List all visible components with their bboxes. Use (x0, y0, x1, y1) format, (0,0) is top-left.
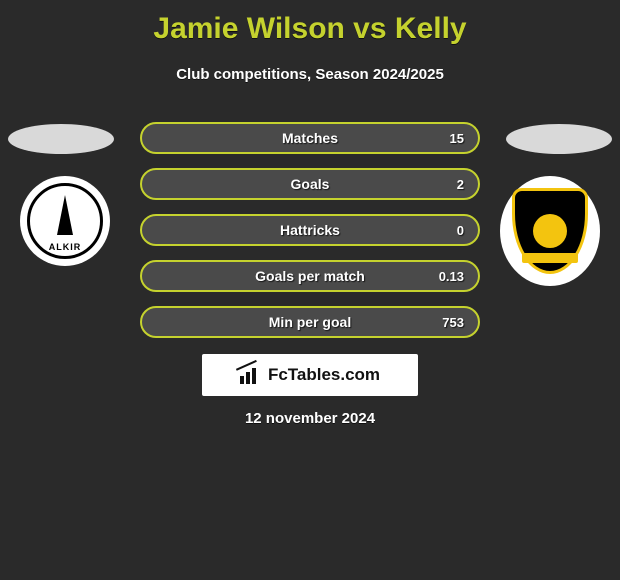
stat-value: 15 (450, 131, 464, 146)
stat-row-hattricks: Hattricks 0 (140, 214, 480, 246)
brand-attribution[interactable]: FcTables.com (202, 354, 418, 396)
stats-container: Matches 15 Goals 2 Hattricks 0 Goals per… (140, 122, 480, 352)
page-title: Jamie Wilson vs Kelly (0, 0, 620, 46)
stat-row-goals-per-match: Goals per match 0.13 (140, 260, 480, 292)
player-photo-left (8, 124, 114, 154)
stat-value: 753 (442, 315, 464, 330)
stat-label: Min per goal (269, 314, 351, 330)
stat-row-min-per-goal: Min per goal 753 (140, 306, 480, 338)
stat-value: 2 (457, 177, 464, 192)
falkirk-crest-icon: ALKIR (27, 183, 103, 259)
stat-value: 0.13 (439, 269, 464, 284)
club-badge-right (500, 176, 600, 286)
livingston-crest-icon (512, 188, 588, 274)
stat-label: Goals per match (255, 268, 365, 284)
club-badge-left: ALKIR (20, 176, 110, 266)
stat-label: Matches (282, 130, 338, 146)
stat-row-matches: Matches 15 (140, 122, 480, 154)
stat-value: 0 (457, 223, 464, 238)
stat-label: Goals (291, 176, 330, 192)
stat-row-goals: Goals 2 (140, 168, 480, 200)
badge-left-text: ALKIR (49, 242, 82, 252)
date-label: 12 november 2024 (0, 410, 620, 427)
bar-chart-icon (240, 366, 262, 384)
stat-label: Hattricks (280, 222, 340, 238)
subtitle: Club competitions, Season 2024/2025 (0, 66, 620, 83)
brand-text: FcTables.com (268, 365, 380, 385)
player-photo-right (506, 124, 612, 154)
